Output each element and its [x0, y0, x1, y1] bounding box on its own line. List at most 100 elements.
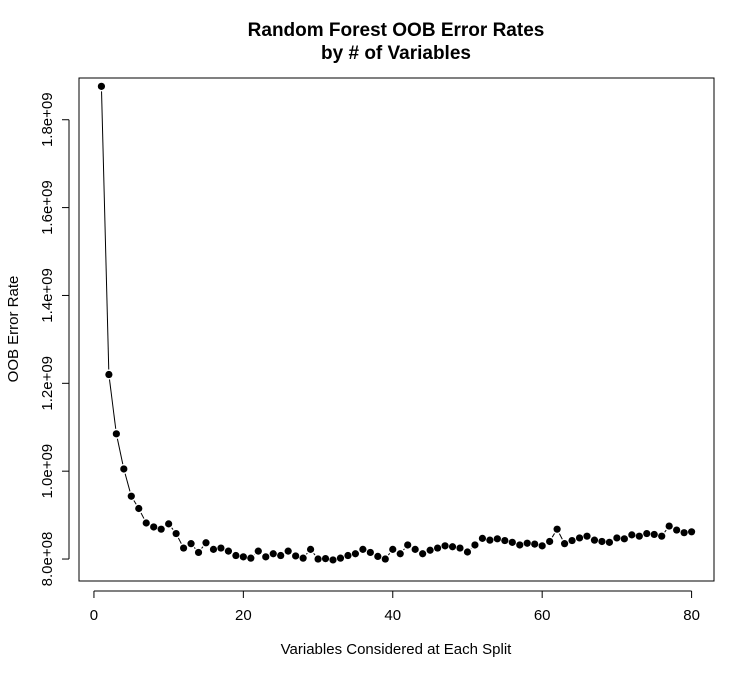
data-point: [396, 550, 404, 558]
series-line-segment: [313, 553, 316, 556]
data-point: [501, 536, 509, 545]
data-point: [366, 548, 374, 557]
data-point: [306, 545, 315, 553]
data-point: [209, 545, 218, 553]
data-point: [165, 520, 173, 528]
series-line-segment: [140, 512, 145, 519]
data-point: [112, 430, 120, 438]
data-point: [202, 539, 210, 547]
series-line-segment: [558, 533, 563, 540]
data-point: [351, 550, 360, 558]
data-point: [575, 534, 584, 542]
series-line-segment: [101, 91, 110, 370]
x-axis: 0 20 40 60 80: [90, 590, 700, 624]
series-line-segment: [305, 552, 308, 555]
x-tick-label: 80: [683, 607, 700, 624]
data-point: [269, 550, 277, 558]
data-point: [321, 554, 330, 563]
data-point: [590, 536, 599, 544]
x-tick-label: 60: [534, 607, 551, 624]
data-point: [329, 556, 337, 564]
x-axis-label: Variables Considered at Each Split: [281, 641, 513, 658]
data-point: [613, 534, 621, 542]
series-line-segment: [124, 473, 131, 492]
data-point: [680, 529, 688, 537]
data-point: [456, 544, 464, 552]
data-point: [284, 547, 292, 555]
series-layer: [97, 82, 696, 564]
data-point: [157, 525, 165, 533]
series-line-segment: [551, 533, 555, 538]
series-line-segment: [387, 553, 391, 556]
data-point: [404, 541, 412, 549]
data-point: [299, 554, 307, 562]
data-point: [433, 544, 442, 552]
data-point: [97, 82, 106, 90]
data-point: [247, 554, 255, 562]
data-point: [381, 555, 389, 563]
data-point: [620, 535, 628, 543]
data-point: [643, 529, 651, 538]
data-point: [553, 525, 561, 533]
data-point: [254, 547, 262, 555]
y-tick-label: 1.4e+09: [39, 268, 56, 323]
series-line-segment: [201, 546, 204, 549]
data-point: [463, 548, 472, 556]
data-point: [665, 522, 673, 530]
data-point: [232, 551, 240, 560]
x-tick-label: 40: [384, 607, 401, 624]
data-point: [478, 534, 487, 542]
series-line-segment: [133, 500, 137, 505]
y-tick-label: 1.6e+09: [39, 180, 56, 235]
data-point: [336, 554, 345, 562]
series-line-segment: [193, 547, 196, 549]
data-point: [172, 529, 180, 538]
data-point: [120, 465, 128, 473]
chart-title-line-1: Random Forest OOB Error Rates: [248, 20, 545, 41]
data-point: [127, 492, 135, 500]
data-point: [546, 537, 554, 546]
data-point: [239, 553, 247, 561]
series-line-segment: [171, 527, 174, 530]
data-point: [411, 545, 419, 553]
data-point: [135, 504, 143, 513]
series-line-segment: [116, 438, 124, 465]
data-point: [142, 519, 150, 527]
y-tick-label: 1.2e+09: [39, 356, 56, 411]
y-axis: 8.0e+08 1.0e+09 1.2e+09 1.4e+09 1.6e+09 1.8e+…: [39, 92, 70, 587]
x-tick-label: 0: [90, 607, 98, 624]
data-point: [292, 552, 300, 560]
data-point: [314, 555, 322, 563]
data-point: [605, 538, 614, 546]
data-point: [194, 548, 203, 557]
data-point: [150, 523, 158, 531]
data-point: [650, 530, 658, 539]
data-point: [568, 536, 576, 545]
data-point: [673, 526, 681, 534]
data-point: [344, 551, 352, 560]
data-point: [262, 553, 270, 561]
data-point: [105, 370, 113, 379]
y-tick-label: 1.8e+09: [39, 92, 56, 147]
y-tick-label: 8.0e+08: [39, 532, 56, 587]
data-point: [426, 546, 434, 554]
plot-area-frame: [78, 77, 715, 582]
data-point: [598, 537, 606, 546]
x-tick-label: 20: [235, 607, 252, 624]
data-point: [560, 540, 569, 548]
data-point: [187, 540, 195, 548]
y-tick-label: 1.0e+09: [39, 444, 56, 499]
data-point: [389, 545, 397, 553]
data-point: [687, 528, 696, 536]
data-point: [635, 532, 643, 540]
y-axis-label: OOB Error Rate: [5, 276, 22, 383]
data-point: [217, 544, 225, 552]
data-point: [441, 542, 449, 550]
data-point: [523, 539, 531, 547]
series-line-segment: [664, 529, 667, 533]
data-point: [628, 531, 636, 539]
series-line-segment: [109, 379, 117, 429]
data-point: [493, 535, 501, 543]
data-point: [419, 550, 427, 558]
